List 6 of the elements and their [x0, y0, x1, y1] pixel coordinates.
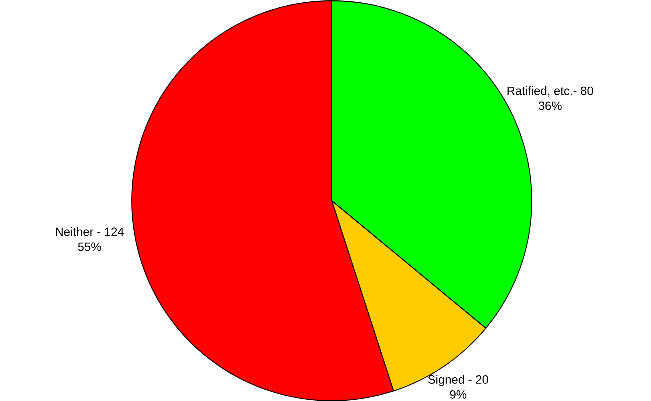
- data-label: 36%: [538, 102, 562, 110]
- slice-label: Neither - 124: [56, 227, 124, 236]
- slice-label: Ratified, etc.- 80: [508, 86, 594, 96]
- slice-label: Signed - 20: [428, 375, 488, 386]
- data-label: 9%: [450, 390, 467, 399]
- data-label: 55%: [78, 242, 102, 251]
